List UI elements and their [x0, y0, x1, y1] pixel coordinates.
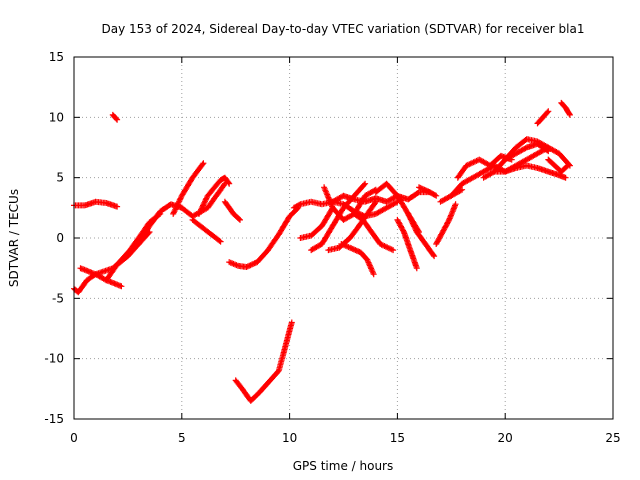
- series-arc-14: [290, 189, 433, 211]
- data-marker-trail: [290, 189, 433, 211]
- data-marker-trail: [394, 216, 420, 272]
- series-arc-23: [394, 216, 420, 272]
- series-arc-10: [189, 216, 224, 245]
- data-marker-trail: [545, 156, 571, 175]
- data-marker-trail: [416, 184, 440, 199]
- data-marker-trail: [558, 99, 573, 118]
- data-marker-trail: [534, 108, 552, 127]
- series-arc-24: [405, 210, 438, 260]
- data-marker-trail: [189, 216, 224, 245]
- series-arc-31: [491, 162, 569, 181]
- y-tick-label: 0: [56, 231, 64, 245]
- data-marker-trail: [232, 319, 295, 404]
- data-marker-trail: [297, 204, 336, 241]
- series-arc-11: [221, 198, 243, 223]
- series-arc-07: [170, 160, 207, 217]
- series-arc-09: [196, 174, 233, 217]
- x-tick-label: 0: [70, 431, 78, 445]
- data-marker-trail: [170, 160, 207, 217]
- series-arc-33: [545, 156, 571, 175]
- series-arc-25: [416, 184, 440, 199]
- data-marker-trail: [321, 184, 379, 223]
- series-arc-34: [534, 108, 552, 127]
- series-arc-35: [558, 99, 573, 118]
- y-axis-label: SDTVAR / TECUs: [7, 189, 21, 287]
- data-marker-trail: [405, 210, 438, 260]
- data-marker-trail: [491, 162, 569, 181]
- chart-title: Day 153 of 2024, Sidereal Day-to-day VTE…: [102, 22, 585, 36]
- series-arc-12: [226, 204, 302, 270]
- series-arc-15: [297, 204, 336, 241]
- y-tick-label: -5: [52, 291, 64, 305]
- data-marker-trail: [71, 198, 121, 210]
- y-tick-label: 15: [49, 50, 64, 64]
- x-tick-label: 5: [178, 431, 186, 445]
- series-arc-21: [351, 210, 397, 254]
- series-layer: [71, 99, 573, 404]
- series-arc-13: [232, 319, 295, 404]
- series-arc-02: [109, 111, 121, 123]
- data-marker-trail: [109, 111, 121, 123]
- series-arc-01: [71, 198, 121, 210]
- grid-layer: [74, 57, 613, 419]
- data-marker-trail: [221, 198, 243, 223]
- x-tick-label: 10: [282, 431, 297, 445]
- y-tick-label: 10: [49, 110, 64, 124]
- series-arc-19: [338, 241, 377, 278]
- data-marker-trail: [71, 271, 125, 296]
- x-tick-label: 15: [390, 431, 405, 445]
- y-tick-label: -10: [44, 352, 64, 366]
- y-tick-label: -15: [44, 412, 64, 426]
- data-marker-trail: [433, 201, 459, 247]
- series-arc-32: [502, 140, 552, 163]
- x-tick-label: 25: [605, 431, 620, 445]
- x-tick-label: 20: [498, 431, 513, 445]
- series-arc-26: [433, 201, 459, 247]
- data-marker-trail: [338, 241, 377, 278]
- series-arc-03: [71, 271, 125, 296]
- x-axis-label: GPS time / hours: [293, 459, 394, 473]
- data-marker-trail: [196, 174, 233, 217]
- tick-layer: 0 5 10 15 20 25 -15 -10 -5 0 5 10 15: [44, 50, 620, 445]
- data-marker-trail: [351, 210, 397, 254]
- data-marker-trail: [502, 140, 552, 163]
- series-arc-16: [321, 184, 379, 223]
- y-tick-label: 5: [56, 171, 64, 185]
- data-marker-trail: [226, 204, 302, 270]
